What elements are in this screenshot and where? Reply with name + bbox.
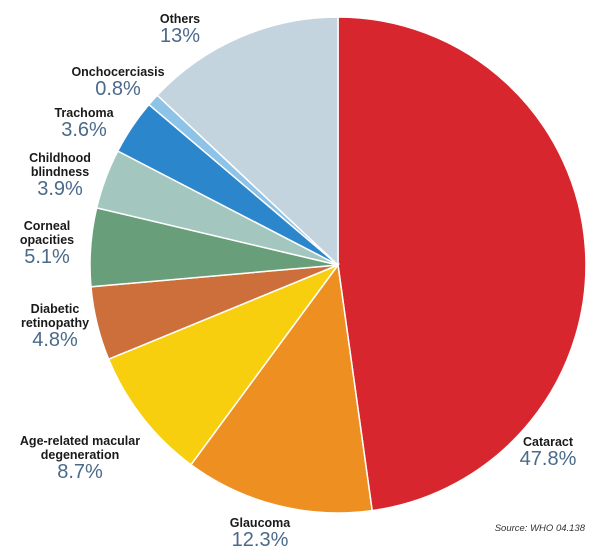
pie-slice-2 <box>107 263 341 466</box>
source-note: Source: WHO 04.138 <box>495 523 586 534</box>
slice-value-5: 3.9% <box>37 178 83 200</box>
slice-name-3-0: Diabetic <box>31 302 80 316</box>
slice-value-3: 4.8% <box>32 329 78 351</box>
slice-name-5-0: Childhood <box>29 151 91 165</box>
slice-value-1: 12.3% <box>232 529 289 550</box>
slice-name-2-0: Age-related macular <box>20 434 140 448</box>
slice-name-7-0: Onchocerciasis <box>71 65 164 79</box>
pie-slice-8 <box>156 16 339 267</box>
slice-name-1-0: Glaucoma <box>230 516 291 530</box>
slice-name-5-1: blindness <box>31 165 89 179</box>
slice-value-2: 8.7% <box>57 461 103 483</box>
slice-value-0: 47.8% <box>520 448 577 470</box>
slice-value-4: 5.1% <box>24 246 70 268</box>
slice-name-3-1: retinopathy <box>21 316 89 330</box>
slice-value-8: 13% <box>160 25 200 47</box>
slice-value-6: 3.6% <box>61 119 107 141</box>
slice-name-4-1: opacities <box>20 233 74 247</box>
slice-value-7: 0.8% <box>95 78 141 100</box>
slice-name-6-0: Trachoma <box>54 106 114 120</box>
slice-name-8-0: Others <box>160 12 200 26</box>
slice-name-4-0: Corneal <box>24 219 71 233</box>
pie-slice-1 <box>189 263 374 514</box>
pie-slice-0 <box>337 16 587 512</box>
slice-name-2-1: degeneration <box>41 448 120 462</box>
slice-name-0-0: Cataract <box>523 435 574 449</box>
